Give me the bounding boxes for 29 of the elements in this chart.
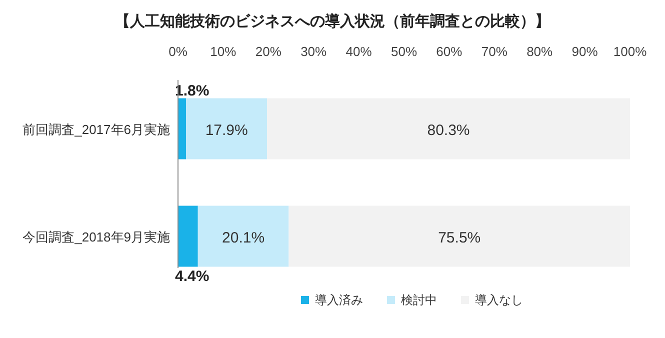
bar	[178, 206, 198, 267]
data-label: 1.8%	[175, 82, 210, 100]
data-label: 75.5%	[438, 229, 481, 246]
x-tick-label: 10%	[210, 44, 237, 59]
y-tick-label: 前回調査_2017年6月実施	[22, 122, 170, 137]
x-tick-label: 0%	[168, 44, 188, 59]
x-tick-label: 40%	[346, 44, 372, 59]
x-tick-label: 70%	[481, 44, 508, 59]
legend-label: 導入済み	[315, 293, 363, 307]
bar	[198, 206, 289, 267]
bar	[267, 98, 630, 160]
data-label: 17.9%	[205, 122, 248, 139]
x-tick-label: 80%	[526, 44, 554, 59]
legend-label: 導入なし	[475, 293, 523, 307]
x-tick-label: 90%	[572, 44, 598, 59]
data-label: 20.1%	[222, 229, 265, 246]
bar	[288, 206, 630, 267]
y-tick-label: 今回調査_2018年9月実施	[22, 229, 170, 244]
x-tick-label: 50%	[390, 44, 418, 59]
data-label: 4.4%	[175, 268, 210, 285]
bar	[186, 98, 268, 160]
bar	[178, 98, 186, 160]
x-tick-label: 60%	[436, 44, 463, 59]
x-tick-label: 20%	[255, 44, 282, 59]
x-tick-label: 100%	[613, 44, 648, 59]
x-tick-label: 30%	[300, 44, 328, 59]
legend-label: 検討中	[401, 293, 437, 307]
data-label: 80.3%	[427, 122, 470, 139]
chart-title: 【人工知能技術のビジネスへの導入状況（前年調査との比較）】	[115, 12, 550, 30]
